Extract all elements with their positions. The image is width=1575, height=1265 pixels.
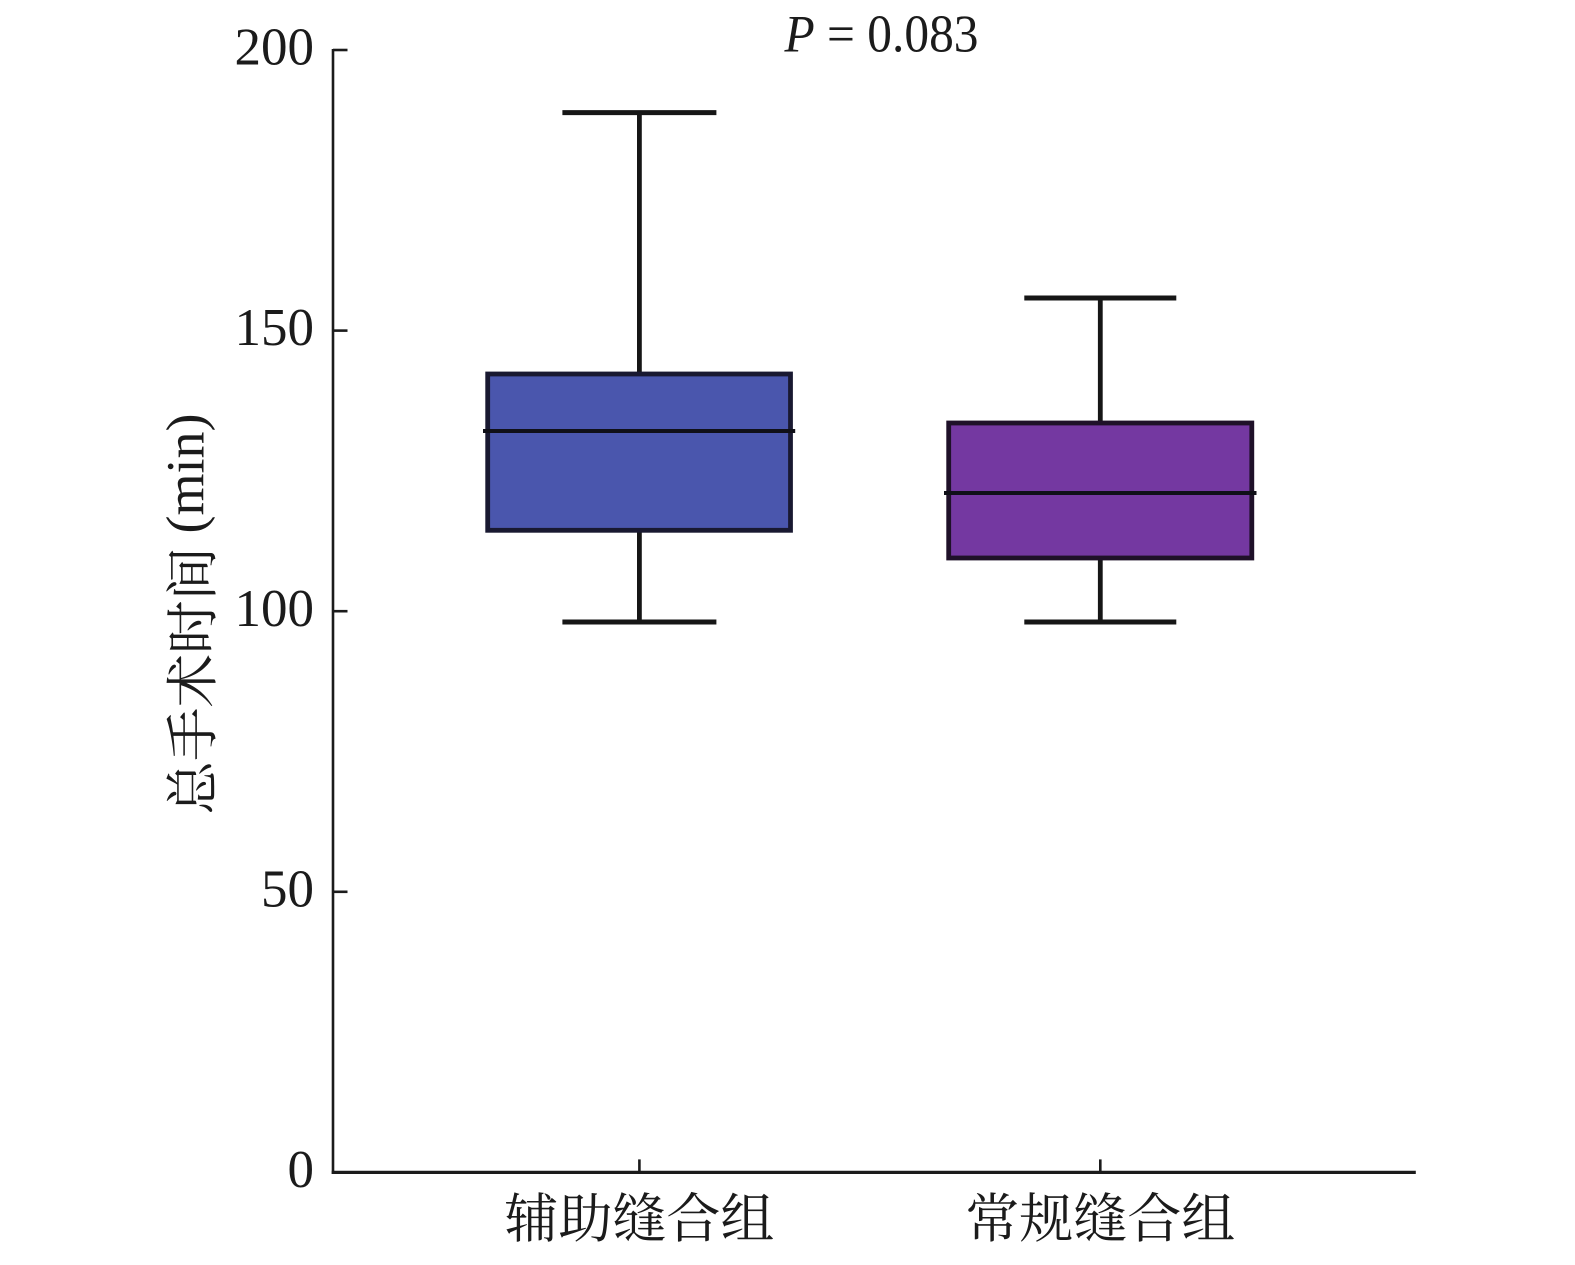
svg-text:150: 150 <box>235 299 315 357</box>
svg-text:P = 0.083: P = 0.083 <box>784 5 979 63</box>
svg-text:0: 0 <box>288 1141 315 1199</box>
svg-text:100: 100 <box>235 580 315 638</box>
svg-text:(min): (min) <box>156 414 216 534</box>
svg-text:200: 200 <box>235 19 315 77</box>
svg-text:50: 50 <box>261 860 314 918</box>
